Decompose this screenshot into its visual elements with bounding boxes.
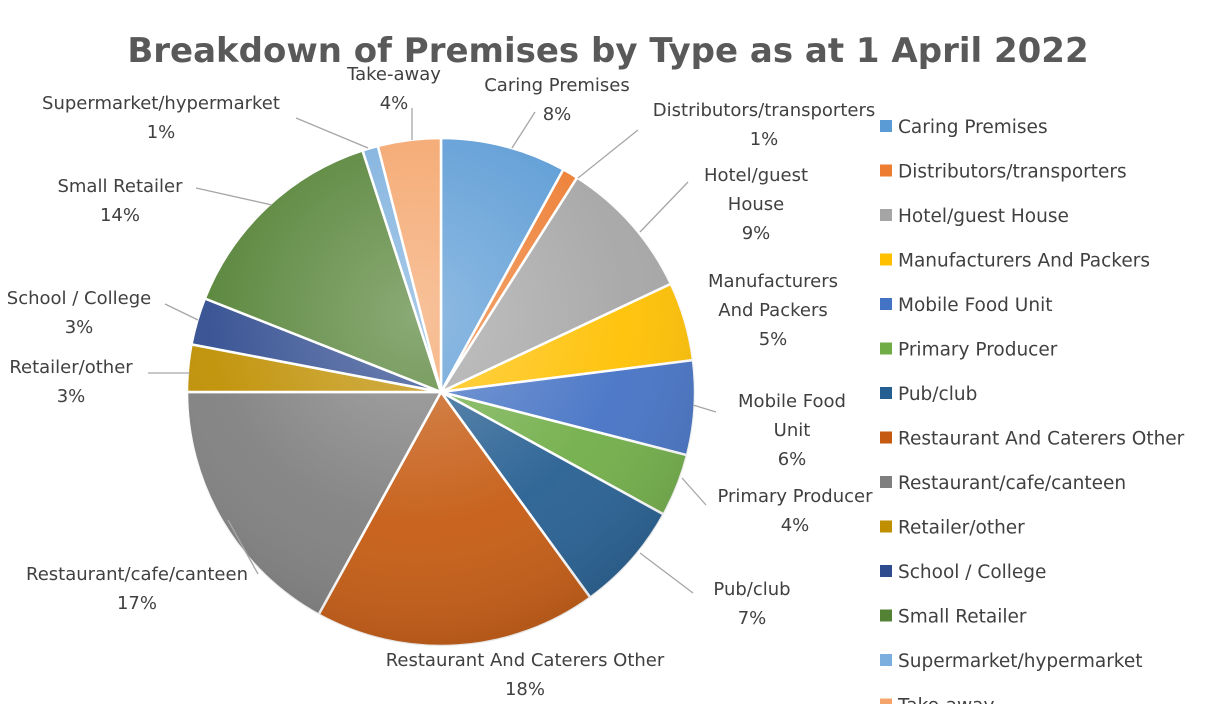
legend-item-small-retailer: Small Retailer [880, 607, 1027, 628]
data-label-caring-premises: Caring Premises 8% [484, 75, 630, 125]
leader-line-hotel-guest-house [639, 181, 689, 233]
data-label-retailer-other: Retailer/other 3% [9, 357, 133, 407]
leader-line-distributors-transporters [577, 129, 639, 179]
legend-item-primary-producer: Primary Producer [880, 340, 1058, 361]
data-labels: Caring Premises 8% Distributors/transporte… [7, 64, 875, 700]
legend-swatch-restaurant-and-caterers-other [880, 431, 892, 444]
legend-item-pub-club: Pub/club [880, 384, 977, 405]
leader-line-small-retailer [195, 187, 273, 206]
legend-item-restaurant-and-caterers-other: Restaurant And Caterers Other [880, 429, 1185, 450]
legend-item-manufacturers-and-packers: Manufacturers And Packers [880, 251, 1150, 272]
data-label-hotel-guest-house: Hotel/guest House 9% [704, 165, 808, 244]
legend-label-primary-producer: Primary Producer [898, 340, 1058, 361]
legend-label-restaurant-cafe-canteen: Restaurant/cafe/canteen [898, 473, 1126, 494]
legend-swatch-pub-club [880, 387, 892, 399]
legend-label-restaurant-and-caterers-other: Restaurant And Caterers Other [898, 429, 1185, 450]
legend-item-retailer-other: Retailer/other [880, 518, 1025, 539]
legend: Caring Premises Distributors/transporters… [880, 117, 1185, 704]
pie-slices [185, 136, 697, 648]
leader-line-restaurant-cafe-canteen [227, 519, 259, 575]
legend-swatch-school-college [880, 565, 892, 577]
chart-title: Breakdown of Premises by Type as at 1 Ap… [127, 31, 1088, 71]
leader-line-pub-club [639, 552, 694, 594]
legend-label-small-retailer: Small Retailer [898, 607, 1027, 628]
legend-label-distributors-transporters: Distributors/transporters [898, 162, 1127, 183]
legend-label-take-away: Take-away [897, 696, 994, 704]
leader-line-primary-producer [681, 477, 707, 506]
data-label-take-away: Take-away 4% [346, 64, 441, 114]
legend-item-supermarket-hypermarket: Supermarket/hypermarket [880, 651, 1143, 672]
legend-swatch-mobile-food-unit [880, 298, 892, 310]
data-label-school-college: School / College 3% [7, 288, 151, 338]
legend-swatch-hotel-guest-house [880, 209, 892, 221]
data-label-pub-club: Pub/club 7% [713, 579, 790, 629]
data-label-restaurant-cafe-canteen: Restaurant/cafe/canteen 17% [26, 564, 248, 614]
legend-swatch-supermarket-hypermarket [880, 654, 892, 666]
data-label-mobile-food-unit: Mobile Food Unit 6% [738, 391, 846, 470]
legend-item-distributors-transporters: Distributors/transporters [880, 162, 1127, 183]
legend-swatch-manufacturers-and-packers [880, 253, 892, 266]
legend-item-mobile-food-unit: Mobile Food Unit [880, 295, 1052, 316]
leader-line-mobile-food-unit [692, 404, 717, 413]
leader-line-supermarket-hypermarket [295, 117, 369, 149]
legend-swatch-distributors-transporters [880, 164, 892, 177]
data-label-primary-producer: Primary Producer 4% [717, 486, 873, 536]
legend-item-caring-premises: Caring Premises [880, 117, 1048, 138]
legend-swatch-retailer-other [880, 520, 892, 533]
data-label-supermarket-hypermarket: Supermarket/hypermarket 1% [42, 93, 280, 143]
legend-label-supermarket-hypermarket: Supermarket/hypermarket [898, 651, 1143, 672]
legend-label-hotel-guest-house: Hotel/guest House [898, 206, 1069, 227]
data-label-manufacturers-and-packers: Manufacturers And Packers 5% [708, 271, 838, 350]
legend-label-mobile-food-unit: Mobile Food Unit [898, 295, 1052, 316]
data-label-distributors-transporters: Distributors/transporters 1% [653, 100, 875, 150]
leader-line-school-college [164, 303, 199, 321]
legend-label-retailer-other: Retailer/other [898, 518, 1025, 539]
legend-swatch-small-retailer [880, 609, 892, 622]
legend-label-school-college: School / College [898, 562, 1046, 583]
legend-label-caring-premises: Caring Premises [898, 117, 1048, 138]
legend-item-hotel-guest-house: Hotel/guest House [880, 206, 1069, 227]
legend-label-pub-club: Pub/club [898, 384, 977, 405]
leader-line-caring-premises [511, 111, 536, 149]
legend-swatch-take-away [880, 698, 892, 704]
legend-swatch-caring-premises [880, 120, 892, 132]
legend-item-restaurant-cafe-canteen: Restaurant/cafe/canteen [880, 473, 1126, 494]
legend-swatch-primary-producer [880, 342, 892, 355]
legend-item-school-college: School / College [880, 562, 1046, 583]
data-label-restaurant-and-caterers-other: Restaurant And Caterers Other 18% [386, 650, 665, 700]
legend-label-manufacturers-and-packers: Manufacturers And Packers [898, 251, 1150, 272]
legend-item-take-away: Take-away [880, 696, 994, 704]
legend-swatch-restaurant-cafe-canteen [880, 476, 892, 488]
data-label-small-retailer: Small Retailer 14% [57, 176, 183, 226]
